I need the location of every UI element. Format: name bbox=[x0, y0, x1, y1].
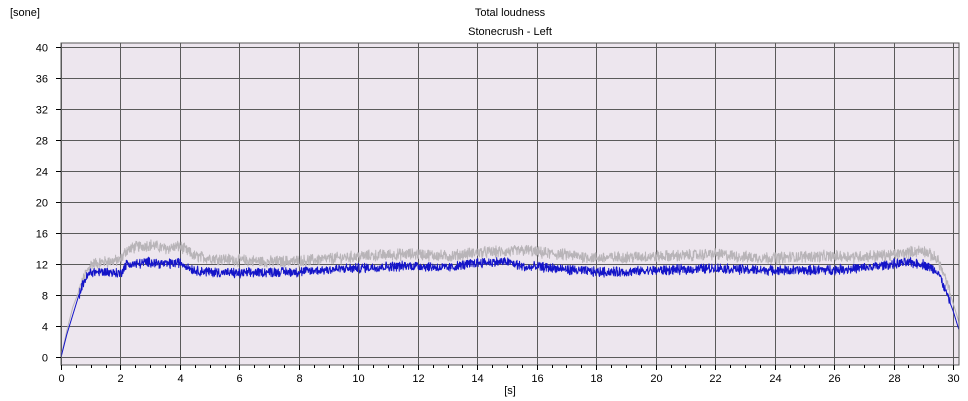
plot-border bbox=[60, 42, 960, 366]
x-axis-label: [s] bbox=[504, 385, 516, 397]
y-tick-label: 0 bbox=[42, 353, 48, 365]
x-tick-label: 10 bbox=[352, 373, 364, 385]
y-tick-label: 12 bbox=[36, 260, 48, 272]
x-tick-label: 4 bbox=[177, 373, 183, 385]
series-layer bbox=[60, 239, 960, 358]
x-tick-label: 20 bbox=[650, 373, 662, 385]
y-tick-label: 32 bbox=[36, 105, 48, 117]
plot-background bbox=[61, 43, 959, 365]
x-tick-label: 16 bbox=[531, 373, 543, 385]
y-tick-label: 8 bbox=[42, 291, 48, 303]
series-line-blue bbox=[60, 256, 960, 358]
x-tick-label: 14 bbox=[471, 373, 483, 385]
x-tick-label: 2 bbox=[117, 373, 123, 385]
y-tick-label: 40 bbox=[36, 43, 48, 55]
y-tick-label: 24 bbox=[36, 167, 48, 179]
x-tick-label: 28 bbox=[888, 373, 900, 385]
x-tick-label: 24 bbox=[769, 373, 781, 385]
y-tick-label: 28 bbox=[36, 136, 48, 148]
chart-title: Total loudness bbox=[475, 7, 546, 19]
y-tick-label: 20 bbox=[36, 198, 48, 210]
series-line-gray bbox=[60, 239, 960, 358]
x-tick-label: 22 bbox=[709, 373, 721, 385]
chart-subtitle: Stonecrush - Left bbox=[468, 26, 552, 38]
x-tick-label: 26 bbox=[828, 373, 840, 385]
y-tick-label: 4 bbox=[42, 322, 48, 334]
x-tick-label: 30 bbox=[947, 373, 959, 385]
x-tick-label: 18 bbox=[590, 373, 602, 385]
x-tick-label: 6 bbox=[236, 373, 242, 385]
y-axis-label: [sone] bbox=[10, 7, 40, 19]
y-axis: 0 4 8 12 16 20 24 28 32 36 40 bbox=[36, 43, 61, 365]
x-tick-label: 12 bbox=[412, 373, 424, 385]
x-tick-label: 8 bbox=[296, 373, 302, 385]
y-tick-label: 16 bbox=[36, 229, 48, 241]
y-tick-label: 36 bbox=[36, 74, 48, 86]
x-axis: 0 2 4 6 8 10 12 14 16 18 20 22 24 26 28 30 bbox=[58, 365, 960, 385]
x-tick-label: 0 bbox=[58, 373, 64, 385]
